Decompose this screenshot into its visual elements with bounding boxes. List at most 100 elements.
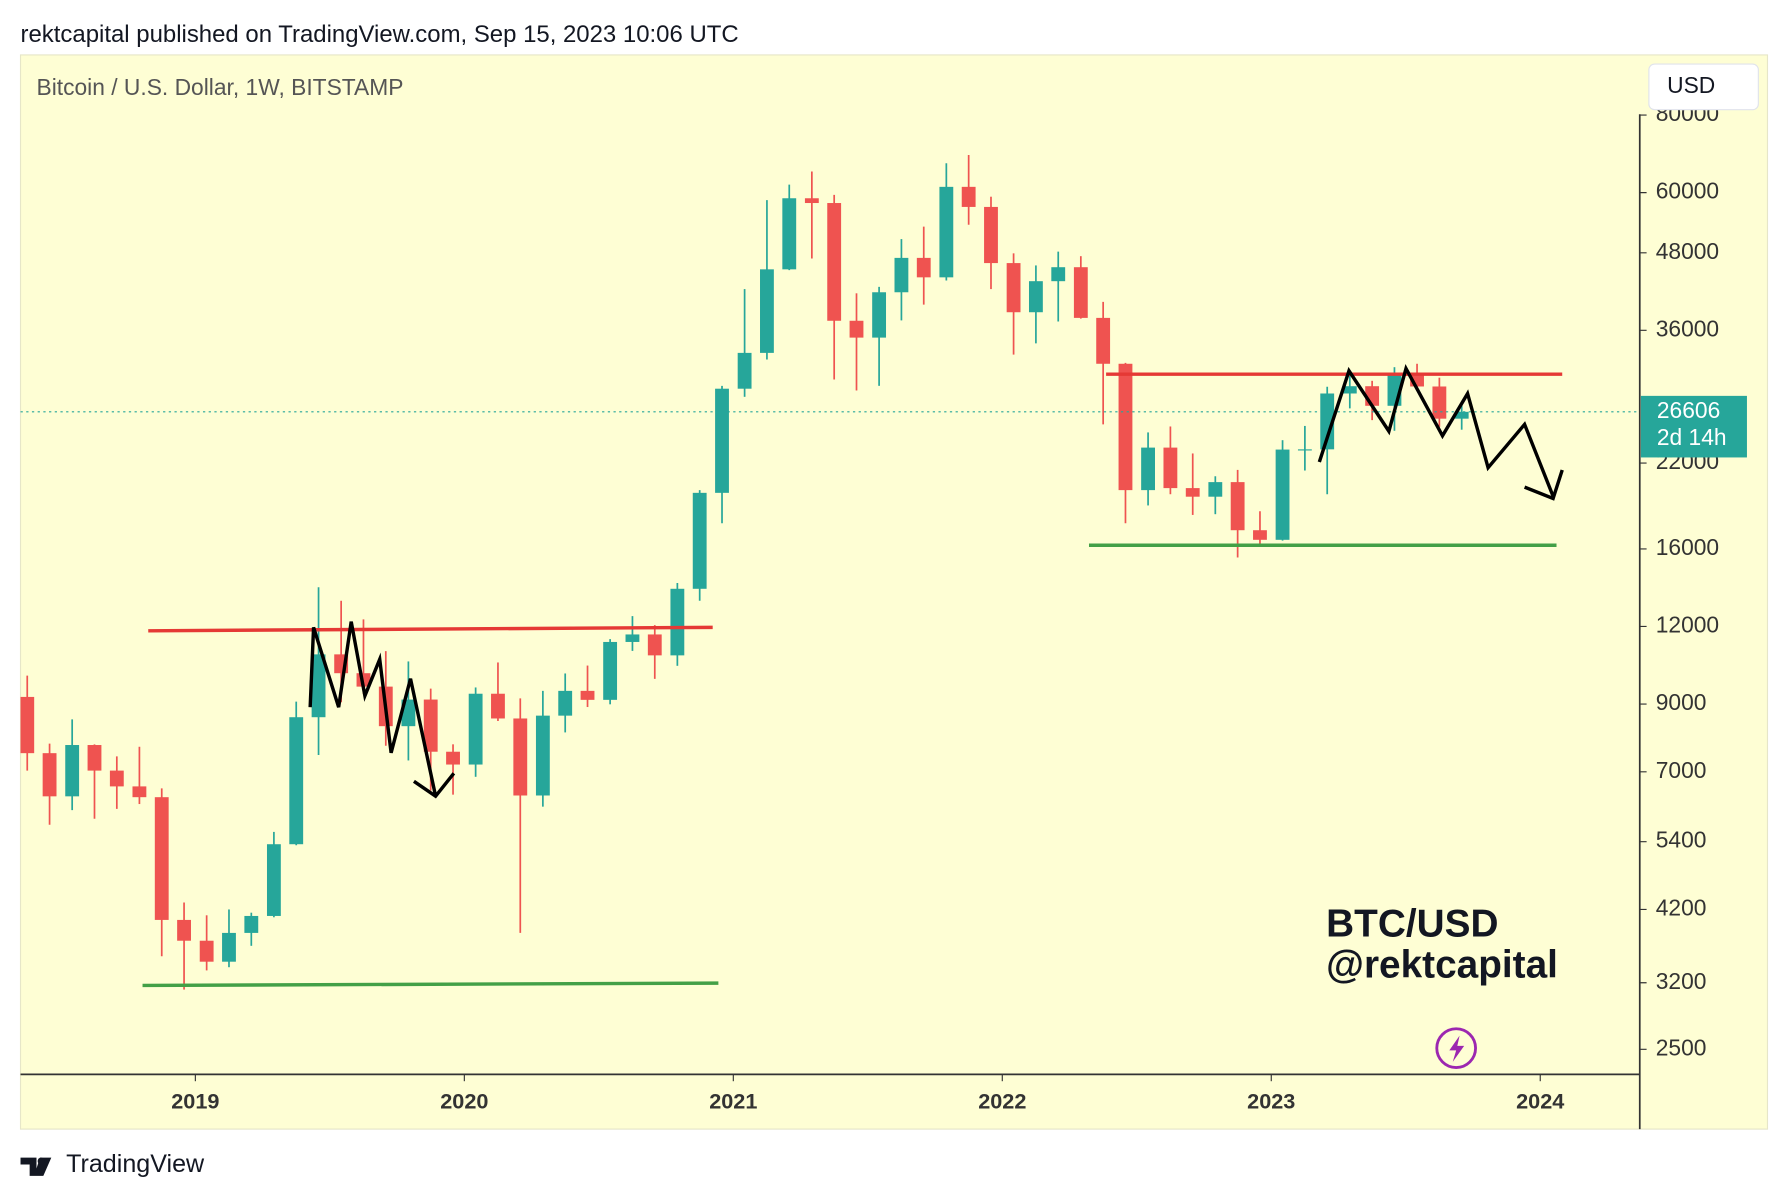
candle-body [1073,267,1088,318]
candle-body [1432,386,1447,419]
candle-body [625,634,640,642]
candle-body [961,186,976,207]
y-tick-label: 7000 [1656,757,1707,783]
candle-body [491,693,505,719]
drawings [142,363,1564,988]
candle-body [513,718,528,796]
candle-body [1096,317,1111,364]
candle-body [1163,447,1178,489]
candle-body [715,388,729,493]
candle-body [446,751,460,765]
candle-body [535,715,550,796]
candle-body [1410,375,1424,387]
candle-body [782,198,797,270]
lightning-icon[interactable] [1435,1027,1477,1069]
y-tick-label: 48000 [1656,238,1719,264]
currency-label[interactable]: USD [1667,72,1715,98]
candle-body [1253,530,1267,540]
candle-body [177,919,191,941]
last-price-box [1640,395,1747,458]
candle-body [558,690,573,716]
publish-header: rektcapital published on TradingView.com… [21,21,739,48]
candle-body [804,198,819,204]
y-tick-label: 80000 [1656,100,1719,126]
y-tick-label: 5400 [1656,827,1707,853]
candle-body [1454,411,1469,419]
candle-body [132,786,147,798]
candle-body [1185,488,1200,497]
candle-body [468,693,483,765]
candle-body [222,932,236,962]
candle-body [603,641,618,700]
candle-body [1118,363,1133,491]
arrow-head [412,772,456,799]
candle-body [1028,281,1043,313]
candle-body [670,588,685,656]
candle-body [827,203,842,321]
candle-body [87,745,102,771]
symbol-title: Bitcoin / U.S. Dollar, 1W, BITSTAMP [36,74,403,100]
candle-body [244,915,259,933]
candle-body [154,797,169,920]
projection-path [308,621,438,797]
x-tick-label: 2022 [978,1089,1026,1114]
x-tick-label: 2019 [171,1089,219,1114]
candle-body [1208,482,1223,497]
resistance-line [148,625,713,633]
candle-body [939,186,954,278]
support-line [142,981,719,988]
y-tick-label: 9000 [1656,689,1707,715]
candle-body [423,699,438,752]
candle-body [311,654,326,718]
candle-body [1275,449,1290,540]
y-tick-label: 16000 [1656,534,1719,560]
candle-body [760,269,774,353]
watermark: @rektcapital [1326,943,1558,986]
y-tick-label: 60000 [1656,178,1719,204]
candle-body [1320,393,1335,450]
currency-button[interactable]: USD [1648,63,1759,111]
candle-body [65,745,80,797]
y-tick-label: 36000 [1656,315,1719,341]
candle-body [1141,447,1155,491]
candle-body [849,320,864,338]
candle-body [1297,449,1312,451]
footer-logo [20,1157,52,1176]
candle-body [109,770,124,787]
last-price-label: 26606 [1657,397,1720,423]
countdown-label: 2d 14h [1657,424,1727,450]
candle-body [289,717,304,845]
candle-body [1006,263,1021,313]
y-tick-label: 2500 [1656,1034,1707,1060]
arrow-head [1523,469,1564,501]
chart-background [19,54,1769,1130]
candle-body [199,940,214,962]
candle-body [984,206,998,264]
candle-body [1230,482,1245,531]
x-tick-label: 2020 [440,1089,488,1114]
x-tick-label: 2021 [709,1089,757,1114]
y-tick-label: 3200 [1656,968,1707,994]
candle-body [737,352,752,389]
candle-body [692,492,707,589]
candle-body [42,753,57,797]
watermark: BTC/USD [1326,902,1498,945]
candle-body [580,690,595,700]
candle-body [647,634,662,656]
time-axis: 2019 2020 2021 2022 2023 2024 [171,1074,1564,1114]
candle-body [20,696,35,754]
x-tick-label: 2024 [1516,1089,1564,1114]
candle-body [266,844,281,916]
footer-brand: TradingView [66,1150,205,1178]
x-tick-label: 2023 [1247,1089,1295,1114]
candle-body [872,292,887,338]
candle-body [894,257,909,293]
candle-body [916,257,931,278]
projection-path [1317,363,1555,497]
plot-area [20,154,1640,990]
y-tick-label: 12000 [1656,611,1719,637]
candle-body [1342,386,1357,394]
candle-body [1051,267,1066,282]
price-axis: 2500320042005400700090001200016000220003… [1639,100,1719,1060]
y-tick-label: 4200 [1656,894,1707,920]
